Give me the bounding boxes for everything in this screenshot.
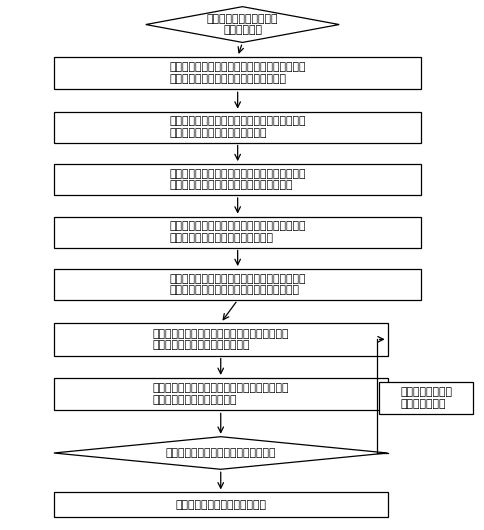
Bar [54, 378, 387, 410]
Text: 利用工业计算机对伺服电机和激光位移传感器进
行参数配置，并控制激光位移传感器采样: 利用工业计算机对伺服电机和激光位移传感器进 行参数配置，并控制激光位移传感器采样 [169, 62, 305, 84]
Text: 将处理数据按一定间隔取特征点，再对特征点数
据进行曲线拟合，获得二维拟合曲线: 将处理数据按一定间隔取特征点，再对特征点数 据进行曲线拟合，获得二维拟合曲线 [169, 221, 305, 243]
Text: 将待检测薄片砂轮固定在
载物圆台中央: 将待检测薄片砂轮固定在 载物圆台中央 [206, 14, 278, 36]
Bar [378, 382, 472, 414]
Bar [54, 112, 421, 143]
Bar [54, 323, 387, 356]
Text: 选择基准直径线，确定基准平面，建立新的三维
坐标系，并获得新的三维空间曲线: 选择基准直径线，确定基准平面，建立新的三维 坐标系，并获得新的三维空间曲线 [152, 329, 288, 350]
Polygon shape [54, 437, 387, 469]
Bar [54, 269, 421, 300]
Text: 工业计算机对激光位移传感器在采样点采集的原
始数据进行滤波和去噪处理后得到处理数据: 工业计算机对激光位移传感器在采样点采集的原 始数据进行滤波和去噪处理后得到处理数… [169, 169, 305, 190]
Text: 直至所有基准直径
线均分整个砂轮: 直至所有基准直径 线均分整个砂轮 [399, 387, 452, 409]
Text: 计算最小极差值，输出检测结果: 计算最小极差值，输出检测结果 [175, 500, 266, 510]
Text: 用采样路径上的采样点坐标代替三维拟合曲线的
横坐标，将二维拟合曲线转换为三维空间曲线: 用采样路径上的采样点坐标代替三维拟合曲线的 横坐标，将二维拟合曲线转换为三维空间… [169, 273, 305, 295]
Bar [54, 492, 387, 517]
Text: 激光位移传感器将扫描采样点采集的原始数据通
过数据传输系统发送至工业计算机: 激光位移传感器将扫描采样点采集的原始数据通 过数据传输系统发送至工业计算机 [169, 116, 305, 138]
Text: 旋转基准直径线，获得不同的基准平面: 旋转基准直径线，获得不同的基准平面 [165, 448, 275, 458]
Polygon shape [146, 7, 338, 42]
Bar [54, 57, 421, 90]
Bar [54, 217, 421, 248]
Text: 计算新的三维空间曲线上的所有点在垂直于基准
平面的坐标轴上坐标的极差值: 计算新的三维空间曲线上的所有点在垂直于基准 平面的坐标轴上坐标的极差值 [152, 383, 288, 405]
Bar [54, 164, 421, 195]
